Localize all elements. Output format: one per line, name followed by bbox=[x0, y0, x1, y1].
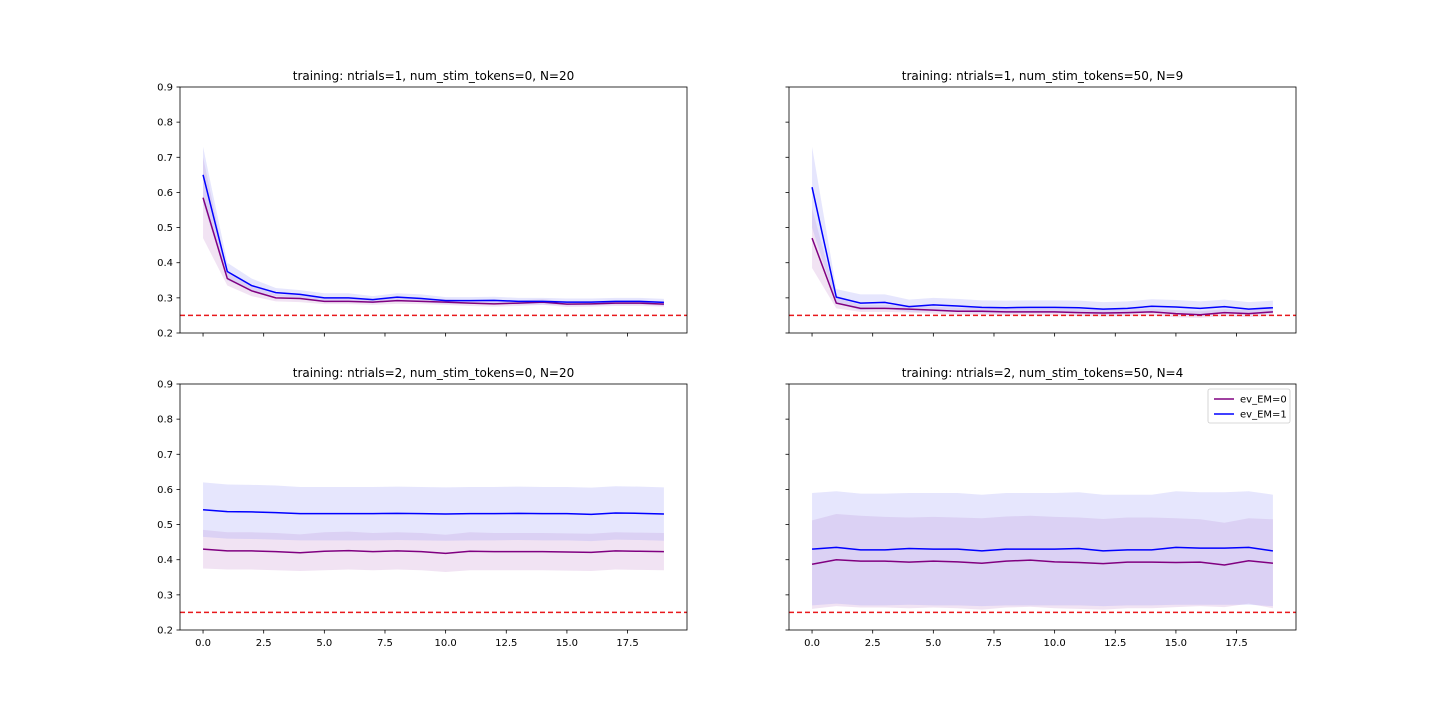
chart-panel-1: training: ntrials=1, num_stim_tokens=50,… bbox=[785, 69, 1297, 337]
chart-panel-3: 0.0 2.5 5.0 7.5 10.0 12.5 15.0 17.5 training: nt… bbox=[785, 366, 1297, 649]
y-tick-label: 0.4 bbox=[157, 258, 173, 269]
y-tick-label: 0.3 bbox=[157, 590, 173, 601]
confidence-band-ev_EM=0 bbox=[203, 157, 664, 307]
x-tick-label: 17.5 bbox=[1225, 638, 1247, 649]
y-tick-label: 0.5 bbox=[157, 223, 173, 234]
confidence-band-ev_EM=0 bbox=[812, 514, 1273, 610]
y-tick-label: 0.9 bbox=[157, 380, 173, 391]
x-tick-label: 15.0 bbox=[1165, 638, 1187, 649]
confidence-band-ev_EM=0 bbox=[203, 529, 664, 573]
x-tick-label: 0.0 bbox=[804, 638, 820, 649]
x-tick-label: 17.5 bbox=[616, 638, 638, 649]
y-tick-label: 0.6 bbox=[157, 188, 173, 199]
axes-frame bbox=[788, 383, 1297, 631]
y-tick-label: 0.5 bbox=[157, 520, 173, 531]
x-tick-label: 5.0 bbox=[316, 638, 332, 649]
legend-label: ev_EM=0 bbox=[1240, 395, 1287, 406]
series-line-ev_EM=0 bbox=[811, 558, 1274, 566]
panel-title: training: ntrials=1, num_stim_tokens=50,… bbox=[902, 69, 1184, 83]
y-tick-label: 0.2 bbox=[157, 329, 173, 340]
x-tick-label: 5.0 bbox=[925, 638, 941, 649]
series-line-ev_EM=0 bbox=[202, 548, 664, 555]
legend-label: ev_EM=1 bbox=[1240, 410, 1287, 421]
panel-title: training: ntrials=2, num_stim_tokens=0, … bbox=[293, 366, 575, 380]
x-tick-label: 12.5 bbox=[495, 638, 517, 649]
series-line-ev_EM=1 bbox=[811, 546, 1274, 552]
x-tick-label: 0.0 bbox=[195, 638, 211, 649]
panel-title: training: ntrials=1, num_stim_tokens=0, … bbox=[293, 69, 575, 83]
x-tick-label: 15.0 bbox=[556, 638, 578, 649]
series-line-ev_EM=0 bbox=[202, 197, 664, 305]
chart-panel-2: 0.2 0.3 0.4 0.5 0.6 0.7 0.8 0.9 0.0 2.5 5.0 7.5 10.0… bbox=[157, 366, 688, 649]
axes-frame bbox=[788, 86, 1297, 334]
y-tick-label: 0.2 bbox=[157, 626, 173, 637]
series-line-ev_EM=1 bbox=[202, 174, 664, 304]
x-tick-label: 7.5 bbox=[377, 638, 393, 649]
axes-frame bbox=[179, 86, 688, 334]
series-line-ev_EM=1 bbox=[811, 186, 1273, 310]
y-tick-label: 0.9 bbox=[157, 83, 173, 94]
y-tick-label: 0.8 bbox=[157, 118, 173, 129]
chart-panel-0: 0.2 0.3 0.4 0.5 0.6 0.7 0.8 0.9 training: ntrial… bbox=[157, 69, 688, 340]
y-tick-label: 0.8 bbox=[157, 415, 173, 426]
x-tick-label: 2.5 bbox=[865, 638, 881, 649]
confidence-band-ev_EM=1 bbox=[812, 146, 1273, 315]
x-tick-label: 12.5 bbox=[1104, 638, 1126, 649]
panel-title: training: ntrials=2, num_stim_tokens=50,… bbox=[902, 366, 1184, 380]
y-tick-label: 0.6 bbox=[157, 485, 173, 496]
y-tick-label: 0.3 bbox=[157, 293, 173, 304]
confidence-band-ev_EM=0 bbox=[812, 208, 1273, 318]
x-tick-label: 2.5 bbox=[256, 638, 272, 649]
series-line-ev_EM=1 bbox=[202, 509, 664, 516]
x-tick-label: 10.0 bbox=[1043, 638, 1065, 649]
series-line-ev_EM=0 bbox=[811, 237, 1274, 316]
confidence-band-ev_EM=1 bbox=[203, 146, 664, 306]
x-tick-label: 7.5 bbox=[986, 638, 1002, 649]
y-tick-label: 0.4 bbox=[157, 555, 173, 566]
legend: ev_EM=0 ev_EM=1 bbox=[1207, 388, 1291, 424]
x-tick-label: 10.0 bbox=[434, 638, 456, 649]
axes-frame bbox=[179, 383, 688, 631]
y-tick-label: 0.7 bbox=[157, 153, 173, 164]
y-tick-label: 0.7 bbox=[157, 450, 173, 461]
confidence-band-ev_EM=1 bbox=[203, 482, 664, 542]
